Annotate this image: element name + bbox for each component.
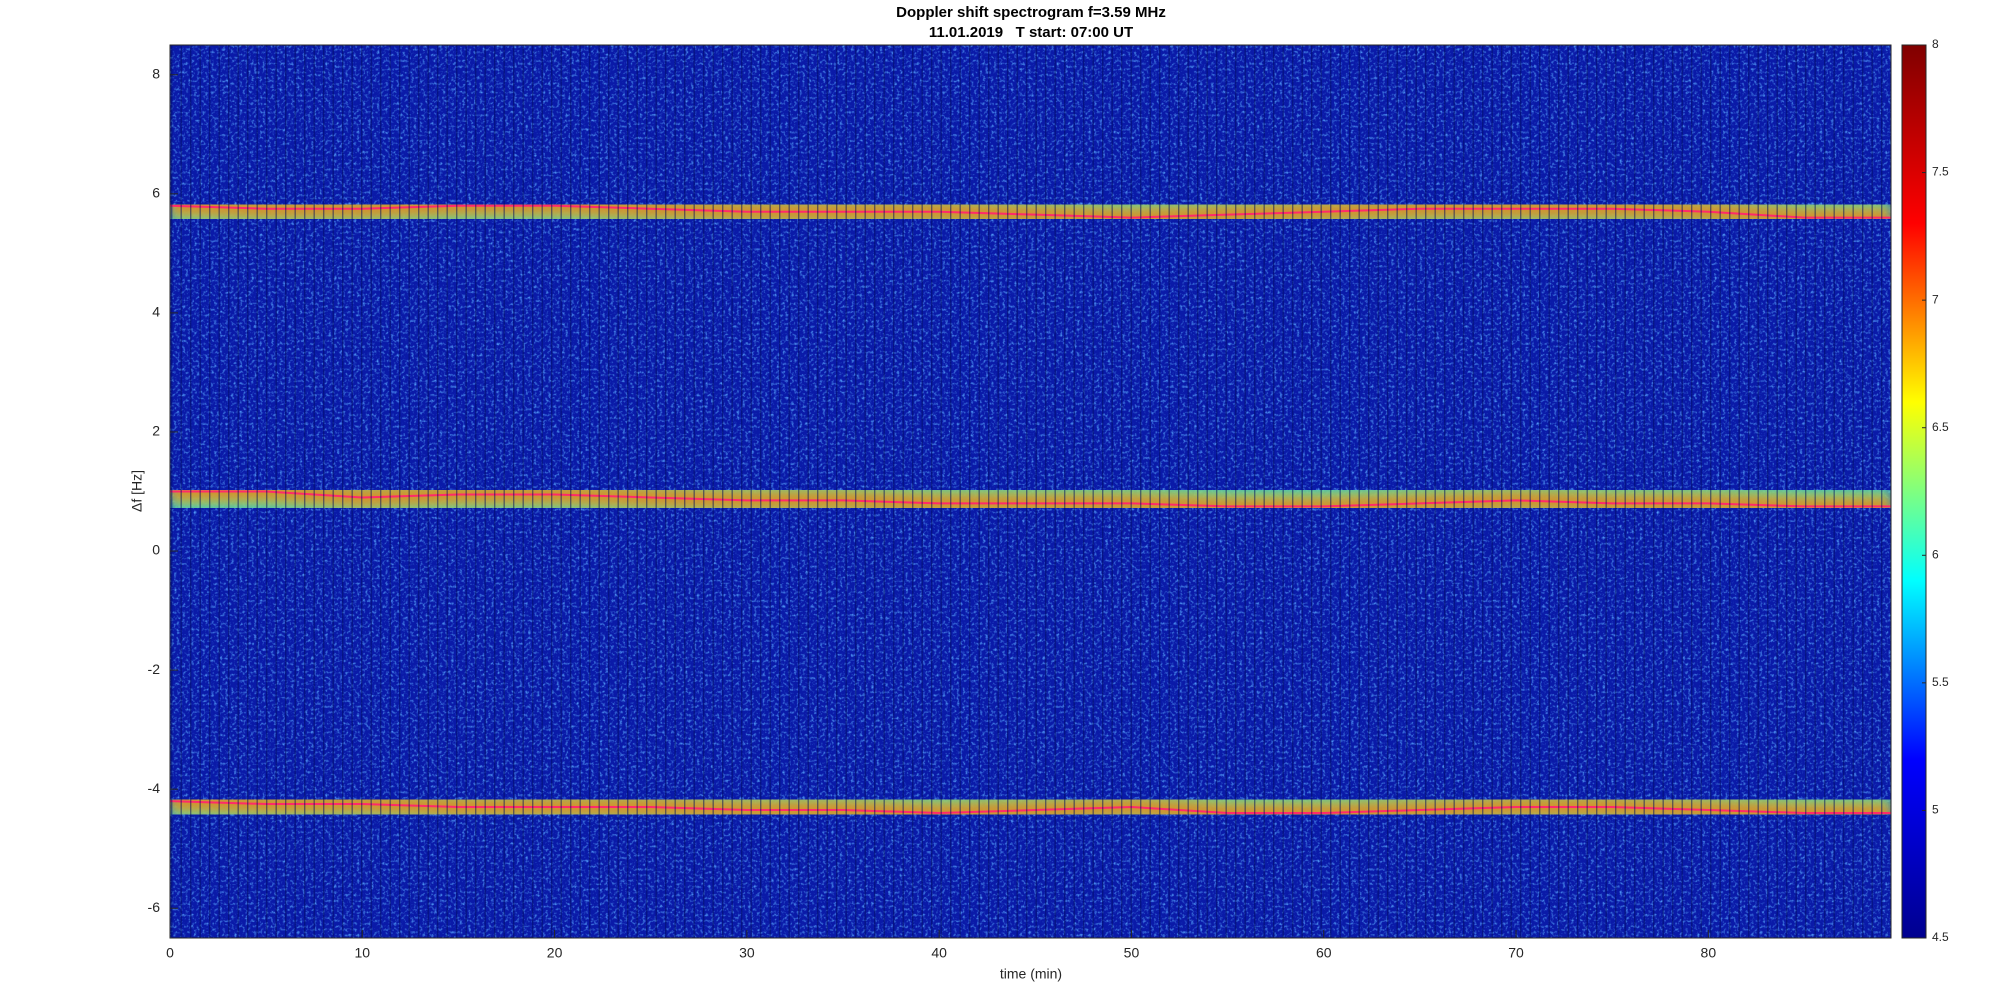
x-tick-label: 70	[1508, 945, 1524, 961]
colorbar-tick-label: 7.5	[1932, 165, 1949, 179]
y-tick-label: -2	[148, 661, 161, 677]
colorbar-tick-label: 4.5	[1932, 930, 1949, 944]
plot-frame	[169, 44, 1892, 939]
chart-subtitle: 11.01.2019 T start: 07:00 UT	[929, 24, 1133, 41]
x-tick-label: 60	[1316, 945, 1332, 961]
colorbar-tick-label: 7	[1932, 292, 1939, 306]
x-tick-label: 80	[1701, 945, 1717, 961]
y-tick-label: 4	[152, 304, 160, 320]
colorbar-tick-label: 8	[1932, 37, 1939, 51]
x-tick-label: 40	[931, 945, 947, 961]
y-tick-label: -4	[148, 780, 161, 796]
x-tick-label: 0	[166, 945, 174, 961]
x-tick-label: 50	[1124, 945, 1140, 961]
colorbar-tick-label: 6.5	[1932, 420, 1949, 434]
x-tick-label: 10	[355, 945, 371, 961]
x-axis-label: time (min)	[1000, 966, 1062, 982]
colorbar	[1901, 44, 1927, 939]
y-tick-label: -6	[148, 899, 161, 915]
y-tick-label: 2	[152, 423, 160, 439]
y-tick-label: 8	[152, 65, 160, 81]
x-tick-label: 30	[739, 945, 755, 961]
colorbar-tick-label: 5.5	[1932, 675, 1949, 689]
striations	[170, 45, 1891, 938]
colorbar-tick-label: 5	[1932, 803, 1939, 817]
colorbar-tick-label: 6	[1932, 547, 1939, 561]
y-axis-label: Δf [Hz]	[129, 470, 145, 512]
chart-title: Doppler shift spectrogram f=3.59 MHz	[896, 4, 1166, 21]
x-tick-label: 20	[547, 945, 563, 961]
plot-area	[170, 45, 1891, 938]
y-tick-label: 0	[152, 542, 160, 558]
y-tick-label: 6	[152, 185, 160, 201]
